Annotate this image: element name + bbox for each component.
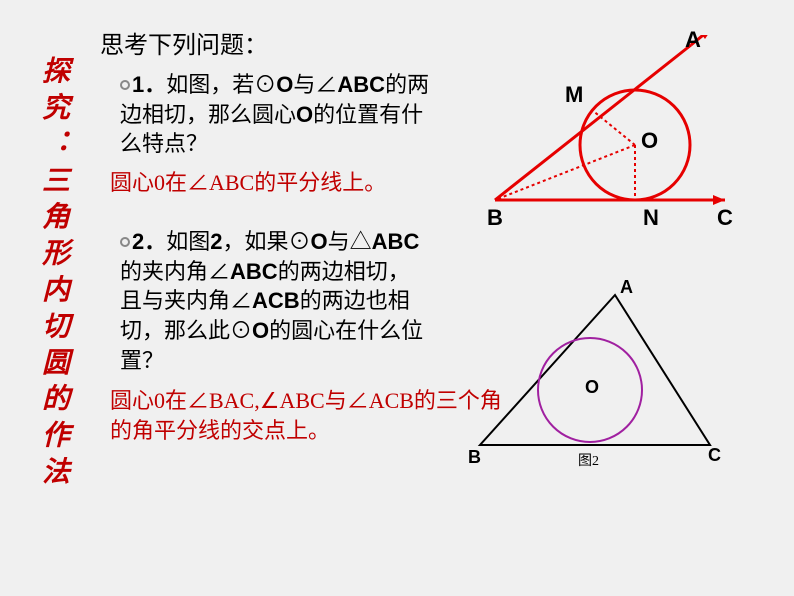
label-c2: C (708, 445, 721, 466)
label-b: B (487, 205, 503, 231)
figure-1-svg (465, 35, 745, 245)
dash-ob (495, 145, 635, 200)
label-m: M (565, 82, 583, 108)
bullet-icon (120, 237, 130, 247)
label-a2: A (620, 277, 633, 298)
label-n: N (643, 205, 659, 231)
figure-2: A B C O 图2 (450, 285, 730, 485)
caption-fig2: 图2 (578, 450, 599, 470)
q2-number: 2． (132, 229, 166, 254)
label-c: C (717, 205, 733, 231)
arrowhead-c (713, 195, 725, 205)
line-ba (495, 45, 691, 200)
answer-1: 圆心0在∠ABC的平分线上。 (110, 165, 440, 197)
label-b2: B (468, 447, 481, 468)
figure-1: A B C M N O (465, 35, 745, 245)
triangle-abc (480, 295, 710, 445)
question-1: 1．如图，若⊙O与∠ABC的两边相切，那么圆心O的位置有什么特点？ (120, 70, 430, 159)
dash-om (592, 110, 635, 145)
vertical-title: 探究：三角形内切圆的作法 (28, 56, 68, 493)
question-2: 2．如图2，如果⊙O与△ABC的夹内角∠ABC的两边相切，且与夹内角∠ACB的两… (120, 227, 430, 375)
label-a: A (685, 27, 701, 53)
label-o2: O (585, 377, 599, 398)
q1-number: 1． (132, 72, 166, 97)
label-o: O (641, 128, 658, 154)
bullet-icon (120, 80, 130, 90)
